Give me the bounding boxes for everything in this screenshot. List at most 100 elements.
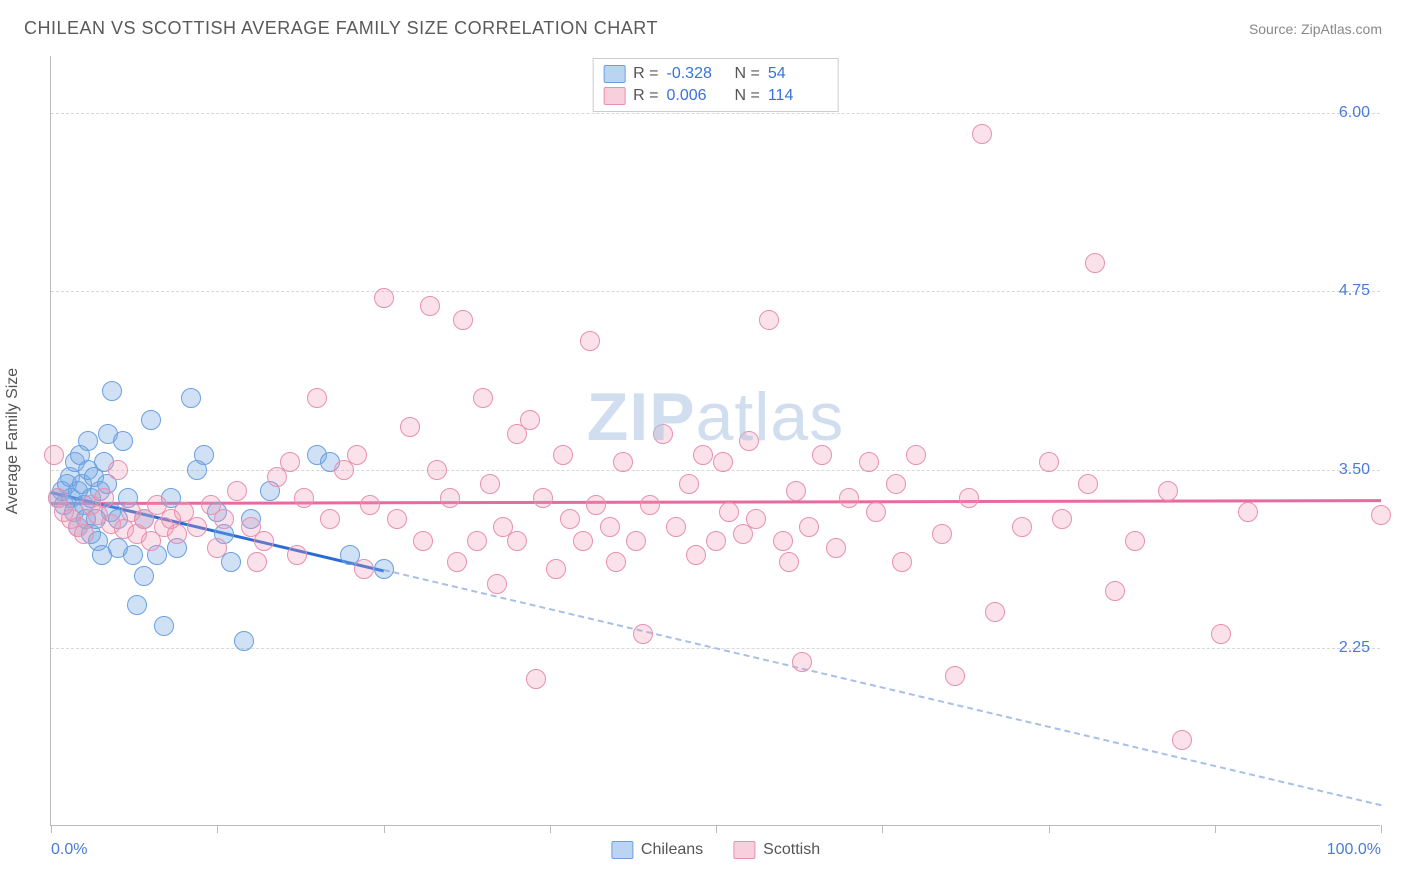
data-point-chilean	[134, 566, 154, 586]
data-point-scottish	[719, 502, 739, 522]
data-point-scottish	[360, 495, 380, 515]
data-point-scottish	[520, 410, 540, 430]
data-point-scottish	[526, 669, 546, 689]
swatch-blue-icon	[603, 65, 625, 83]
data-point-scottish	[473, 388, 493, 408]
data-point-scottish	[693, 445, 713, 465]
data-point-chilean	[127, 595, 147, 615]
x-tick	[217, 825, 218, 833]
data-point-chilean	[141, 410, 161, 430]
data-point-scottish	[287, 545, 307, 565]
data-point-scottish	[746, 509, 766, 529]
data-point-scottish	[74, 524, 94, 544]
legend-item-chileans: Chileans	[611, 841, 703, 859]
data-point-scottish	[633, 624, 653, 644]
data-point-scottish	[640, 495, 660, 515]
x-tick	[1381, 825, 1382, 833]
stat-r-label: R =	[633, 87, 658, 105]
data-point-scottish	[1172, 730, 1192, 750]
stat-n-label: N =	[735, 87, 760, 105]
data-point-scottish	[706, 531, 726, 551]
x-tick	[1215, 825, 1216, 833]
data-point-scottish	[786, 481, 806, 501]
data-point-scottish	[859, 452, 879, 472]
data-point-scottish	[320, 509, 340, 529]
x-label-max: 100.0%	[1327, 841, 1381, 859]
legend-label-chileans: Chileans	[641, 841, 703, 859]
source-label: Source: ZipAtlas.com	[1249, 21, 1382, 37]
data-point-scottish	[1012, 517, 1032, 537]
data-point-scottish	[580, 331, 600, 351]
data-point-scottish	[626, 531, 646, 551]
chart-title: CHILEAN VS SCOTTISH AVERAGE FAMILY SIZE …	[24, 18, 658, 39]
data-point-scottish	[453, 310, 473, 330]
data-point-scottish	[507, 531, 527, 551]
data-point-scottish	[1085, 253, 1105, 273]
data-point-scottish	[1158, 481, 1178, 501]
y-tick-label: 4.75	[1339, 282, 1370, 300]
data-point-chilean	[154, 616, 174, 636]
data-point-scottish	[959, 488, 979, 508]
data-point-scottish	[653, 424, 673, 444]
swatch-pink-icon	[603, 87, 625, 105]
data-point-scottish	[227, 481, 247, 501]
data-point-scottish	[167, 524, 187, 544]
watermark: ZIPatlas	[587, 378, 844, 456]
data-point-scottish	[586, 495, 606, 515]
data-point-scottish	[447, 552, 467, 572]
data-point-chilean	[113, 431, 133, 451]
data-point-scottish	[467, 531, 487, 551]
data-point-scottish	[1125, 531, 1145, 551]
data-point-scottish	[600, 517, 620, 537]
data-point-scottish	[1105, 581, 1125, 601]
data-point-chilean	[123, 545, 143, 565]
data-point-scottish	[108, 460, 128, 480]
data-point-scottish	[94, 488, 114, 508]
data-point-scottish	[666, 517, 686, 537]
scatter-chart: Average Family Size ZIPatlas R = -0.328 …	[50, 56, 1380, 826]
data-point-scottish	[779, 552, 799, 572]
x-label-min: 0.0%	[51, 841, 87, 859]
data-point-scottish	[427, 460, 447, 480]
data-point-scottish	[1052, 509, 1072, 529]
data-point-scottish	[1039, 452, 1059, 472]
stat-r-value-1: -0.328	[667, 65, 727, 83]
data-point-scottish	[307, 388, 327, 408]
data-point-scottish	[280, 452, 300, 472]
data-point-scottish	[812, 445, 832, 465]
data-point-scottish	[1238, 502, 1258, 522]
data-point-scottish	[606, 552, 626, 572]
data-point-scottish	[207, 538, 227, 558]
data-point-scottish	[1078, 474, 1098, 494]
data-point-scottish	[480, 474, 500, 494]
data-point-scottish	[387, 509, 407, 529]
watermark-zip: ZIP	[587, 379, 696, 455]
stats-row-1: R = -0.328 N = 54	[603, 63, 828, 85]
data-point-scottish	[799, 517, 819, 537]
watermark-atlas: atlas	[696, 379, 845, 455]
data-point-scottish	[533, 488, 553, 508]
trend-line-scottish	[51, 499, 1381, 504]
stat-n-label: N =	[735, 65, 760, 83]
legend-item-scottish: Scottish	[733, 841, 820, 859]
y-tick-label: 6.00	[1339, 104, 1370, 122]
legend-swatch-pink-icon	[733, 841, 755, 859]
data-point-scottish	[487, 574, 507, 594]
x-tick	[51, 825, 52, 833]
data-point-scottish	[945, 666, 965, 686]
y-tick-label: 2.25	[1339, 639, 1370, 657]
data-point-scottish	[546, 559, 566, 579]
data-point-scottish	[679, 474, 699, 494]
data-point-scottish	[247, 552, 267, 572]
data-point-chilean	[102, 381, 122, 401]
stat-n-value-2: 114	[768, 87, 828, 105]
grid-line	[51, 113, 1380, 114]
stat-r-label: R =	[633, 65, 658, 83]
data-point-scottish	[553, 445, 573, 465]
x-tick	[882, 825, 883, 833]
data-point-scottish	[187, 517, 207, 537]
legend-swatch-blue-icon	[611, 841, 633, 859]
data-point-scottish	[759, 310, 779, 330]
data-point-scottish	[985, 602, 1005, 622]
data-point-scottish	[866, 502, 886, 522]
